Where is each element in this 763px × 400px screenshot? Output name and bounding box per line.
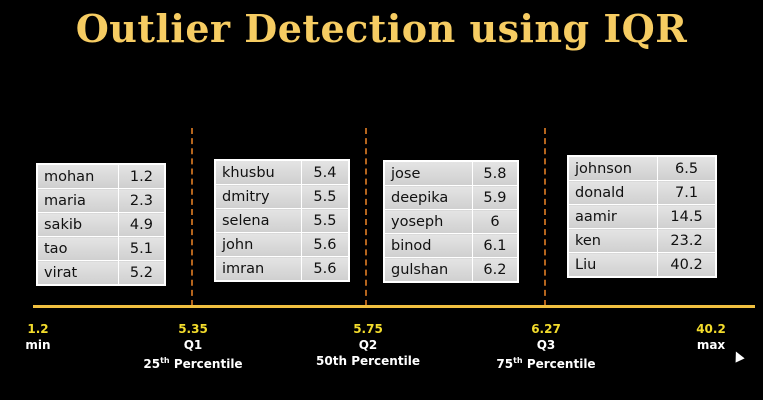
name-cell: aamir: [567, 204, 659, 229]
table-row: virat 5.2: [36, 260, 166, 286]
table-row: binod 6.1: [383, 233, 519, 258]
name-cell: Liu: [567, 252, 659, 278]
table-row: aamir 14.5: [567, 204, 717, 229]
table-row: imran 5.6: [214, 256, 350, 282]
group-table-1: mohan 1.2 maria 2.3 sakib 4.9 tao 5.1 virat 5…: [36, 163, 166, 286]
table-row: yoseph 6: [383, 209, 519, 234]
tick-label: Q3: [536, 338, 556, 352]
group-table-4: johnson 6.5 donald 7.1 aamir 14.5 ken 23.2 L…: [567, 155, 717, 278]
value-cell: 5.4: [300, 159, 350, 185]
table-row: gulshan 6.2: [383, 257, 519, 283]
tick-value: 1.2: [27, 322, 49, 336]
value-cell: 5.9: [471, 185, 519, 210]
percentile-suffix: th: [160, 356, 170, 365]
tick-max: 40.2 max: [651, 321, 763, 353]
table-row: maria 2.3: [36, 188, 166, 213]
table-row: sakib 4.9: [36, 212, 166, 237]
group-table-3: jose 5.8 deepika 5.9 yoseph 6 binod 6.1 guls…: [383, 160, 519, 283]
tick-label: max: [696, 338, 726, 352]
value-cell: 6.2: [471, 257, 519, 283]
tick-value: 40.2: [696, 322, 726, 336]
slide-title: Outlier Detection using IQR: [75, 6, 688, 51]
tick-percentile: 25th Percentile: [133, 353, 253, 372]
name-cell: gulshan: [383, 257, 473, 283]
name-cell: dmitry: [214, 184, 302, 209]
table-row: johnson 6.5: [567, 155, 717, 181]
number-line: [33, 305, 755, 308]
value-cell: 7.1: [657, 180, 717, 205]
percentile-number: 25: [143, 357, 161, 371]
value-cell: 5.6: [300, 256, 350, 282]
value-cell: 5.5: [300, 208, 350, 233]
value-cell: 4.9: [117, 212, 166, 237]
name-cell: johnson: [567, 155, 659, 181]
tick-min: 1.2 min: [0, 321, 98, 353]
q3-divider: [544, 128, 546, 306]
value-cell: 5.6: [300, 232, 350, 257]
table-row: khusbu 5.4: [214, 159, 350, 185]
table-row: Liu 40.2: [567, 252, 717, 278]
name-cell: yoseph: [383, 209, 473, 234]
name-cell: binod: [383, 233, 473, 258]
tick-percentile: 75th Percentile: [486, 353, 606, 372]
table-row: john 5.6: [214, 232, 350, 257]
table-row: selena 5.5: [214, 208, 350, 233]
value-cell: 6.1: [471, 233, 519, 258]
value-cell: 40.2: [657, 252, 717, 278]
name-cell: deepika: [383, 185, 473, 210]
name-cell: jose: [383, 160, 473, 186]
tick-label: Q2: [358, 338, 378, 352]
name-cell: maria: [36, 188, 119, 213]
tick-value: 5.35: [178, 322, 208, 336]
value-cell: 14.5: [657, 204, 717, 229]
tick-label: min: [25, 338, 51, 352]
value-cell: 5.8: [471, 160, 519, 186]
name-cell: tao: [36, 236, 119, 261]
table-row: donald 7.1: [567, 180, 717, 205]
table-row: mohan 1.2: [36, 163, 166, 189]
tick-q3: 6.27 Q3 75th Percentile: [486, 321, 606, 372]
table-row: tao 5.1: [36, 236, 166, 261]
group-table-2: khusbu 5.4 dmitry 5.5 selena 5.5 john 5.6 im…: [214, 159, 350, 282]
q1-divider: [191, 128, 193, 306]
value-cell: 5.5: [300, 184, 350, 209]
name-cell: selena: [214, 208, 302, 233]
name-cell: imran: [214, 256, 302, 282]
q2-divider: [365, 128, 367, 306]
name-cell: john: [214, 232, 302, 257]
percentile-number: 75: [496, 357, 514, 371]
table-row: deepika 5.9: [383, 185, 519, 210]
value-cell: 6.5: [657, 155, 717, 181]
tick-value: 6.27: [531, 322, 561, 336]
percentile-word: Percentile: [169, 357, 243, 371]
tick-label: Q1: [183, 338, 203, 352]
value-cell: 1.2: [117, 163, 166, 189]
table-row: jose 5.8: [383, 160, 519, 186]
name-cell: virat: [36, 260, 119, 286]
value-cell: 5.1: [117, 236, 166, 261]
name-cell: ken: [567, 228, 659, 253]
percentile-suffix: th: [513, 356, 523, 365]
name-cell: khusbu: [214, 159, 302, 185]
percentile-word: Percentile: [522, 357, 596, 371]
tick-value: 5.75: [353, 322, 383, 336]
tick-percentile: 50th Percentile: [316, 354, 420, 368]
tick-q1: 5.35 Q1 25th Percentile: [133, 321, 253, 372]
name-cell: sakib: [36, 212, 119, 237]
value-cell: 2.3: [117, 188, 166, 213]
name-cell: donald: [567, 180, 659, 205]
value-cell: 5.2: [117, 260, 166, 286]
tick-q2: 5.75 Q2 50th Percentile: [308, 321, 428, 369]
value-cell: 6: [471, 209, 519, 234]
name-cell: mohan: [36, 163, 119, 189]
value-cell: 23.2: [657, 228, 717, 253]
table-row: dmitry 5.5: [214, 184, 350, 209]
table-row: ken 23.2: [567, 228, 717, 253]
